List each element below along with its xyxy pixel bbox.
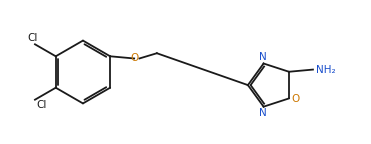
Text: Cl: Cl (37, 100, 47, 110)
Text: O: O (291, 94, 299, 104)
Text: NH₂: NH₂ (316, 65, 336, 75)
Text: N: N (259, 108, 267, 118)
Text: Cl: Cl (27, 33, 38, 43)
Text: N: N (259, 52, 267, 62)
Text: O: O (130, 53, 138, 64)
